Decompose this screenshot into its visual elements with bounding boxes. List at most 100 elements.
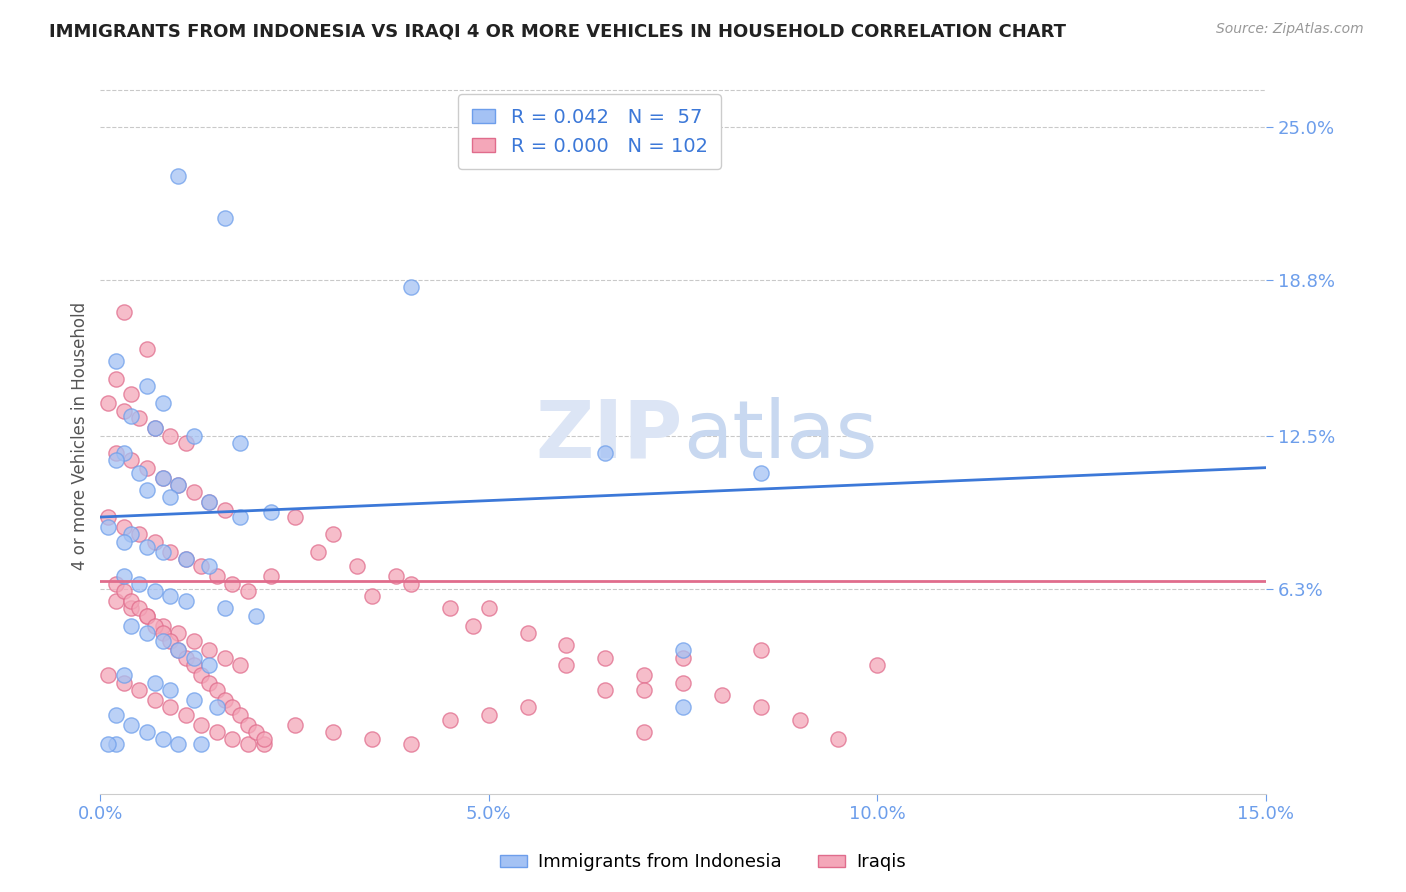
Text: atlas: atlas [683,397,877,475]
Point [104,354,127,368]
Point [183,658,205,673]
Point [672,675,695,690]
Point [198,495,221,509]
Point [112,446,135,460]
Text: IMMIGRANTS FROM INDONESIA VS IRAQI 4 OR MORE VEHICLES IN HOUSEHOLD CORRELATION C: IMMIGRANTS FROM INDONESIA VS IRAQI 4 OR … [49,22,1066,40]
Point [361,732,384,747]
Point [633,725,655,739]
Point [749,466,772,480]
Point [190,717,212,731]
Point [260,505,283,519]
Point [152,732,174,747]
Point [399,576,422,591]
Point [104,446,127,460]
Point [346,559,368,574]
Point [439,713,461,727]
Point [143,421,166,435]
Point [159,700,181,714]
Point [307,544,329,558]
Point [478,601,501,615]
Point [167,737,190,751]
Point [120,409,142,423]
Point [214,650,236,665]
Point [174,707,197,722]
Point [136,379,159,393]
Point [205,569,228,583]
Point [112,668,135,682]
Point [555,639,578,653]
Point [167,478,190,492]
Point [97,737,120,751]
Point [120,453,142,467]
Point [236,737,259,751]
Point [97,668,120,682]
Point [361,589,384,603]
Point [112,584,135,599]
Point [159,589,181,603]
Point [183,485,205,500]
Point [97,396,120,410]
Point [221,576,243,591]
Point [112,569,135,583]
Point [214,502,236,516]
Text: Source: ZipAtlas.com: Source: ZipAtlas.com [1216,22,1364,37]
Point [159,682,181,697]
Point [128,527,150,541]
Point [104,594,127,608]
Point [198,559,221,574]
Point [672,650,695,665]
Point [183,428,205,442]
Point [112,404,135,418]
Point [252,732,274,747]
Point [112,305,135,319]
Point [120,717,142,731]
Point [136,626,159,640]
Point [120,594,142,608]
Point [198,675,221,690]
Point [439,601,461,615]
Point [136,540,159,554]
Point [152,396,174,410]
Point [749,643,772,657]
Point [143,534,166,549]
Point [183,650,205,665]
Point [384,569,406,583]
Point [112,675,135,690]
Point [174,552,197,566]
Point [595,446,617,460]
Point [152,470,174,484]
Point [229,658,252,673]
Point [205,725,228,739]
Point [478,707,501,722]
Point [710,688,733,702]
Point [143,421,166,435]
Point [104,737,127,751]
Point [136,608,159,623]
Point [104,453,127,467]
Point [198,643,221,657]
Point [167,626,190,640]
Point [167,169,190,184]
Legend: Immigrants from Indonesia, Iraqis: Immigrants from Indonesia, Iraqis [494,847,912,879]
Point [516,700,538,714]
Point [221,732,243,747]
Point [260,569,283,583]
Point [284,510,307,524]
Point [229,436,252,450]
Point [152,626,174,640]
Point [128,576,150,591]
Point [866,658,889,673]
Point [183,693,205,707]
Point [205,682,228,697]
Point [463,618,485,632]
Point [633,682,655,697]
Point [633,668,655,682]
Point [214,693,236,707]
Point [167,643,190,657]
Point [595,682,617,697]
Point [183,633,205,648]
Point [174,552,197,566]
Point [152,633,174,648]
Point [205,700,228,714]
Point [159,428,181,442]
